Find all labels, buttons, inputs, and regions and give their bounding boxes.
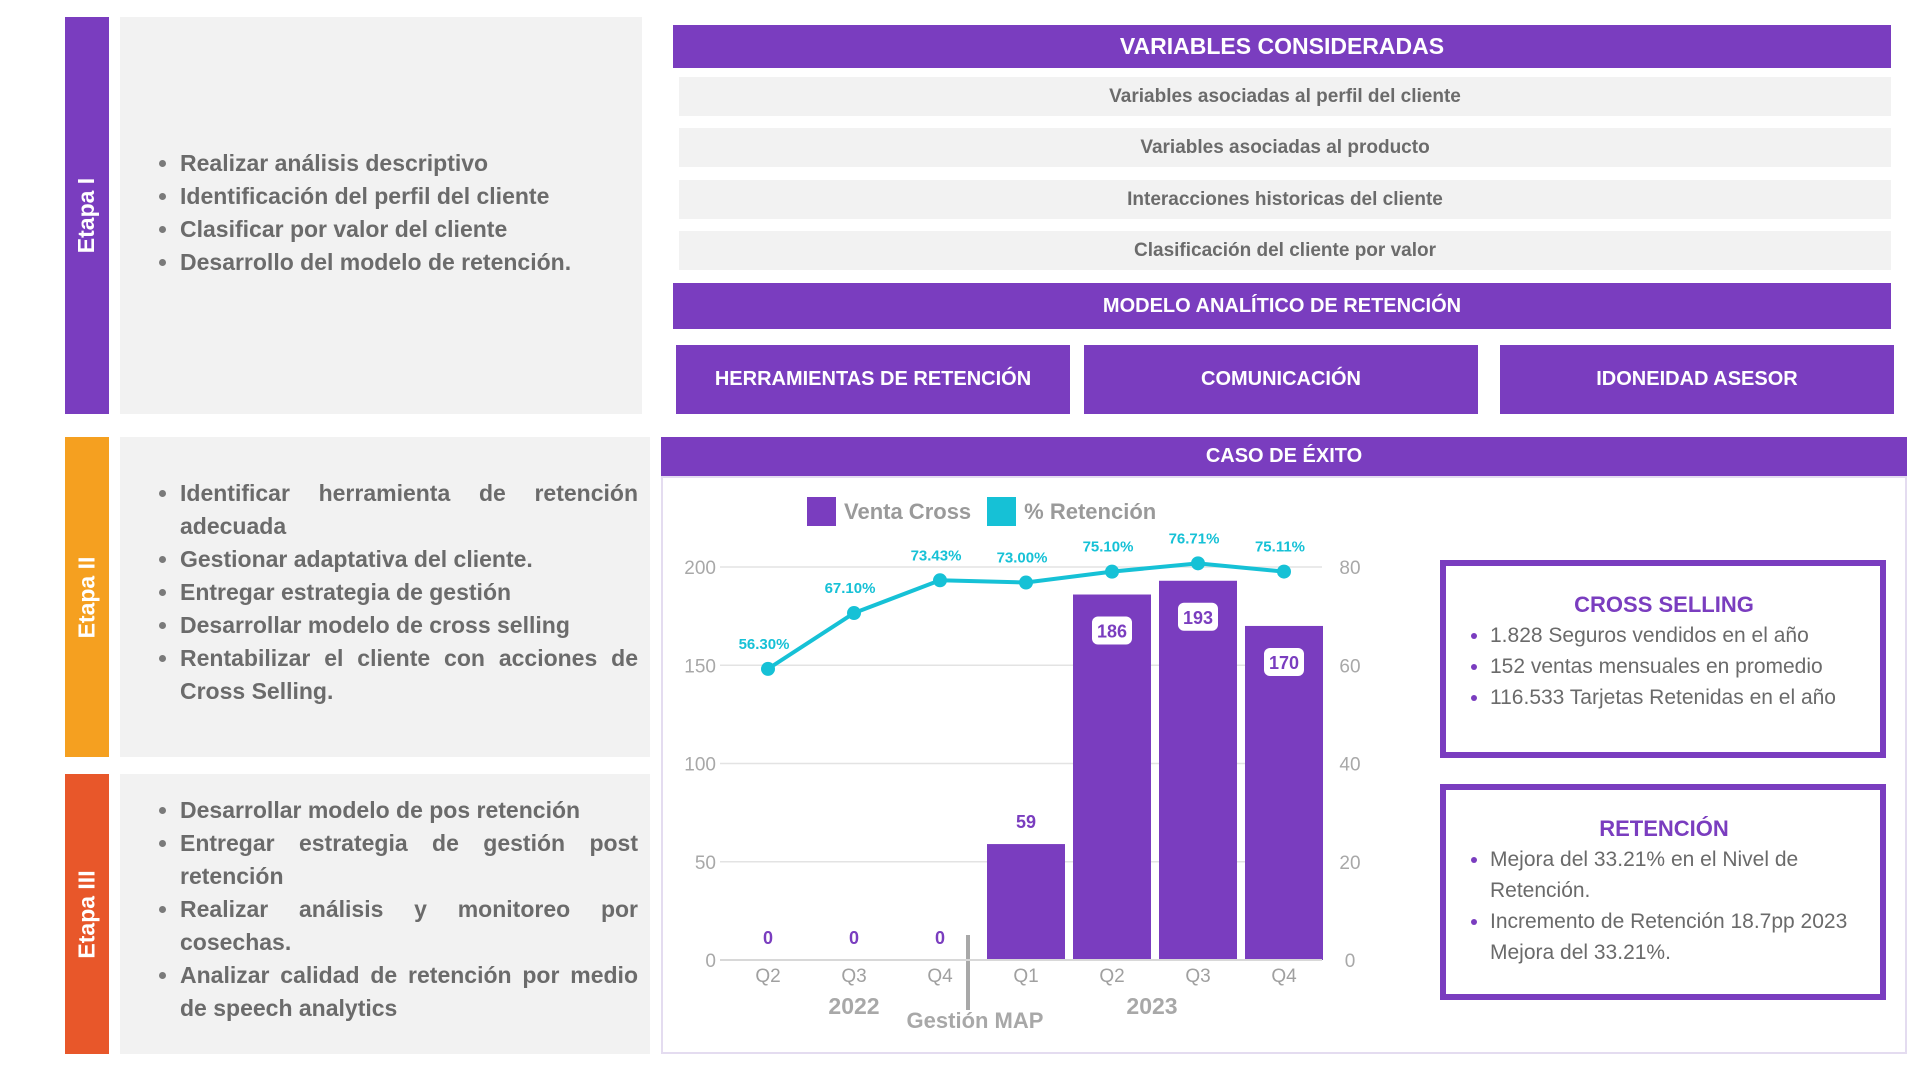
- stage-2-list: Identificar herramienta de retención ade…: [150, 477, 638, 708]
- stage-2-panel: Identificar herramienta de retención ade…: [120, 437, 650, 757]
- stage-2-bar: Etapa II: [65, 437, 109, 757]
- stage-3-list: Desarrollar modelo de pos retención Entr…: [150, 794, 638, 1025]
- separator-label: Gestión MAP: [907, 1008, 1044, 1033]
- x-tick-label: Q1: [1013, 966, 1038, 987]
- kpi-title: RETENCIÓN: [1599, 816, 1729, 841]
- retention-point: [847, 606, 861, 621]
- retention-point: [1191, 556, 1205, 571]
- retention-label: 56.30%: [739, 636, 790, 653]
- retention-label: 75.10%: [1083, 539, 1134, 556]
- kpi-retention: RETENCIÓN Mejora del 33.21% en el Nivel …: [1440, 784, 1886, 1000]
- bar-label: 0: [763, 928, 773, 948]
- list-item: Realizar análisis descriptivo: [180, 147, 622, 180]
- retention-point: [1105, 564, 1119, 579]
- stage-1-bar: Etapa I: [65, 17, 109, 414]
- list-item: Realizar análisis y monitoreo por cosech…: [180, 893, 638, 959]
- legend-swatch-retencion: [987, 497, 1017, 526]
- x-tick-label: Q3: [841, 966, 866, 987]
- bar-label-bg: [1264, 647, 1304, 676]
- list-item: Analizar calidad de retención por medio …: [180, 959, 638, 1025]
- x-tick-label: Q4: [1271, 966, 1297, 987]
- retention-point: [761, 661, 775, 676]
- retention-label: 75.11%: [1255, 539, 1305, 556]
- legend-label-retencion: % Retención: [1024, 498, 1157, 524]
- tool-retention-tools: HERRAMIENTAS DE RETENCIÓN: [676, 345, 1070, 414]
- list-item: Gestionar adaptativa del cliente.: [180, 543, 638, 576]
- x-tick-label: Q3: [1185, 966, 1210, 987]
- list-item: Entregar estrategia de gestión: [180, 576, 638, 609]
- variables-header: VARIABLES CONSIDERADAS: [673, 25, 1891, 68]
- kpi-item: 116.533 Tarjetas Retenidas en el año: [1490, 682, 1864, 713]
- retention-label: 73.00%: [997, 550, 1048, 567]
- list-item: Desarrollar modelo de cross selling: [180, 609, 638, 642]
- x-tick-label: Q2: [755, 966, 780, 987]
- case-header: CASO DE ÉXITO: [661, 437, 1907, 476]
- y-right-tick-label: 60: [1339, 656, 1360, 677]
- kpi-item: Incremento de Retención 18.7pp 2023 Mejo…: [1490, 906, 1864, 968]
- variable-row: Variables asociadas al perfil del client…: [679, 77, 1891, 116]
- list-item: Clasificar por valor del cliente: [180, 213, 622, 246]
- model-header: MODELO ANALÍTICO DE RETENCIÓN: [673, 283, 1891, 329]
- retention-point: [933, 573, 947, 588]
- tool-communication: COMUNICACIÓN: [1084, 345, 1478, 414]
- bar-label: 186: [1097, 622, 1127, 642]
- bar: [987, 844, 1065, 960]
- y-right-tick-label: 0: [1345, 951, 1356, 972]
- retention-label: 76.71%: [1169, 530, 1220, 547]
- chart-legend: Venta Cross % Retención: [807, 497, 1156, 526]
- bar-label: 170: [1269, 653, 1299, 673]
- list-item: Identificar herramienta de retención ade…: [180, 477, 638, 543]
- retention-label: 73.43%: [911, 547, 962, 564]
- bar-label: 0: [935, 928, 945, 948]
- retention-point: [1019, 575, 1033, 590]
- list-item: Desarrollar modelo de pos retención: [180, 794, 638, 827]
- kpi-item: 152 ventas mensuales en promedio: [1490, 651, 1864, 682]
- kpi-item: 1.828 Seguros vendidos en el año: [1490, 620, 1864, 651]
- list-item: Entregar estrategia de gestión post rete…: [180, 827, 638, 893]
- variable-row: Variables asociadas al producto: [679, 128, 1891, 167]
- x-group-label: 2023: [1126, 993, 1177, 1019]
- bar: [1245, 625, 1323, 960]
- variable-row: Interacciones historicas del cliente: [679, 180, 1891, 219]
- stage-3-bar: Etapa III: [65, 774, 109, 1054]
- stage-1-list: Realizar análisis descriptivo Identifica…: [150, 147, 622, 279]
- kpi-title: CROSS SELLING: [1574, 592, 1754, 617]
- kpi-list: 1.828 Seguros vendidos en el año 152 ven…: [1464, 620, 1864, 713]
- bar: [1159, 580, 1237, 960]
- stage-3-panel: Desarrollar modelo de pos retención Entr…: [120, 774, 650, 1054]
- legend-swatch-venta-cross: [807, 497, 836, 526]
- retention-point: [1277, 564, 1291, 579]
- y-left-tick-label: 200: [684, 558, 716, 579]
- bar-label: 59: [1016, 812, 1036, 832]
- bar-label: 0: [849, 928, 859, 948]
- list-item: Desarrollo del modelo de retención.: [180, 246, 622, 279]
- bar-label-bg: [1178, 602, 1218, 631]
- kpi-item: Mejora del 33.21% en el Nivel de Retenci…: [1490, 844, 1864, 906]
- legend-item-retencion: % Retención: [987, 497, 1156, 526]
- y-left-tick-label: 0: [705, 951, 716, 972]
- x-tick-label: Q2: [1099, 966, 1124, 987]
- kpi-list: Mejora del 33.21% en el Nivel de Retenci…: [1464, 844, 1864, 968]
- y-right-tick-label: 40: [1339, 755, 1360, 776]
- bar: [1073, 594, 1151, 960]
- legend-item-venta-cross: Venta Cross: [807, 497, 971, 526]
- x-tick-label: Q4: [927, 966, 953, 987]
- y-right-tick-label: 80: [1339, 558, 1360, 579]
- y-left-tick-label: 50: [695, 853, 716, 874]
- y-left-tick-label: 150: [684, 656, 716, 677]
- kpi-cross-selling: CROSS SELLING 1.828 Seguros vendidos en …: [1440, 560, 1886, 758]
- legend-label-venta-cross: Venta Cross: [844, 498, 972, 524]
- tool-advisor-suitability: IDONEIDAD ASESOR: [1500, 345, 1894, 414]
- list-item: Rentabilizar el cliente con acciones de …: [180, 642, 638, 708]
- bar-label-bg: [1092, 616, 1132, 645]
- x-group-label: 2022: [828, 993, 879, 1019]
- stage-1-panel: Realizar análisis descriptivo Identifica…: [120, 17, 642, 414]
- y-left-tick-label: 100: [684, 755, 716, 776]
- variable-row: Clasificación del cliente por valor: [679, 231, 1891, 270]
- list-item: Identificación del perfil del cliente: [180, 180, 622, 213]
- y-right-tick-label: 20: [1339, 853, 1360, 874]
- bar-label: 193: [1183, 608, 1213, 628]
- retention-label: 67.10%: [825, 580, 876, 597]
